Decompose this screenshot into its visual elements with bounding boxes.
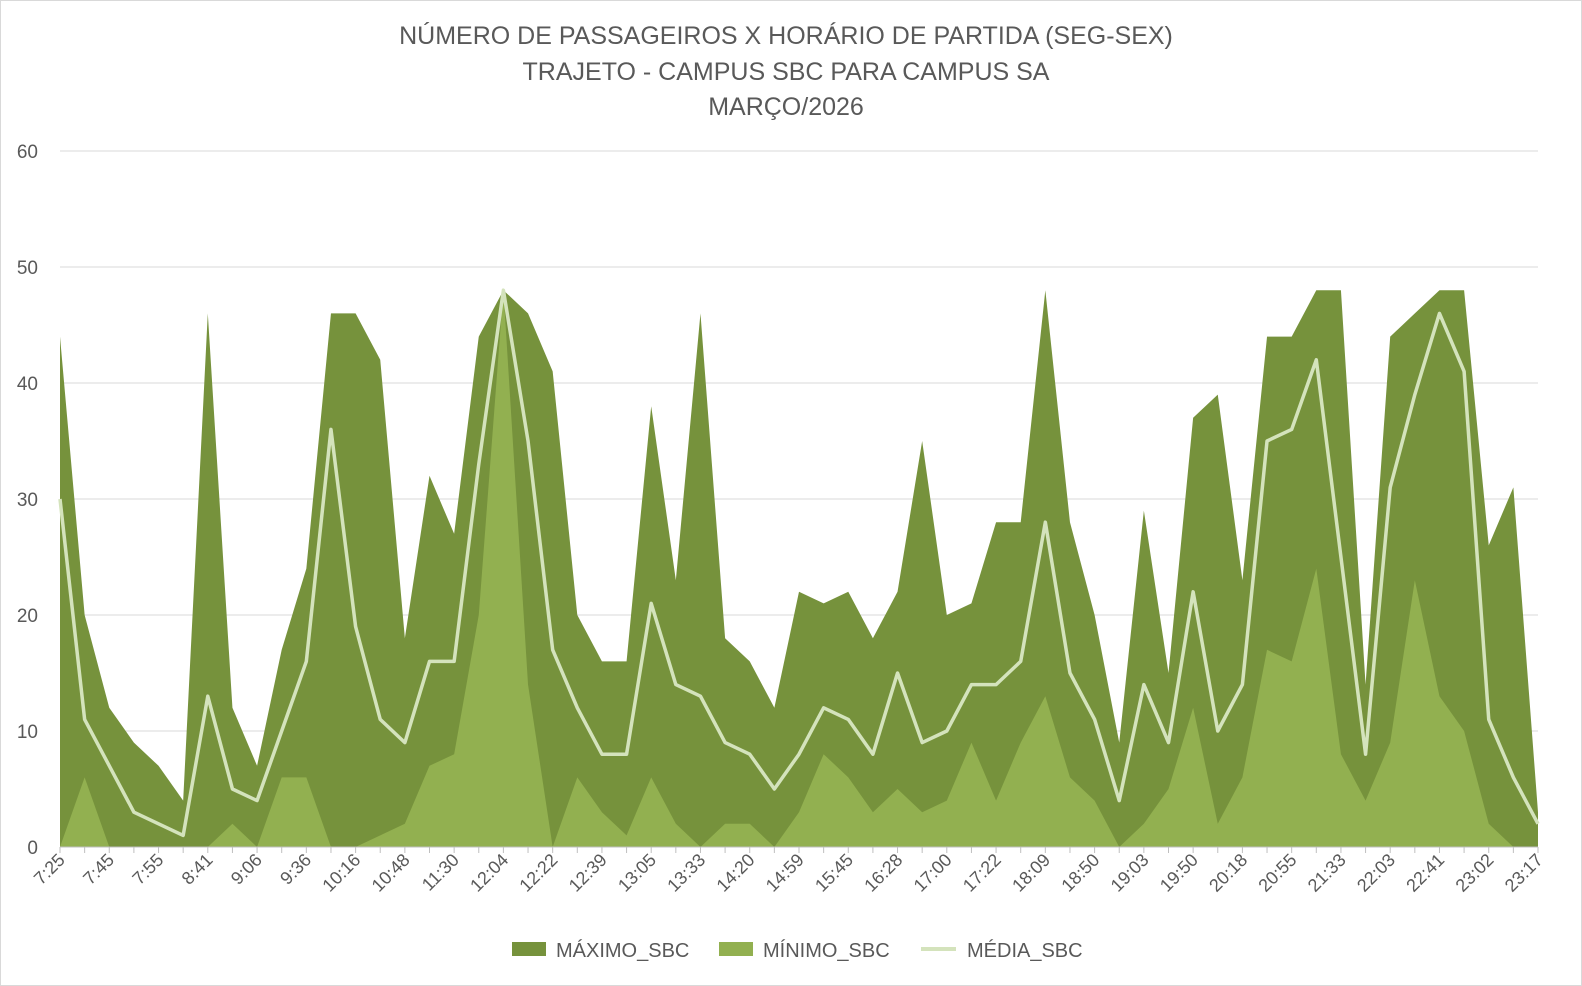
x-tick-label-28: 22:41 (1402, 850, 1448, 896)
x-tick-label-30: 23:17 (1501, 850, 1547, 896)
plot-series-lines (58, 288, 1540, 838)
x-tick-label-13: 13:33 (663, 850, 709, 896)
legend: MÁXIMO_SBC MÍNIMO_SBC MÉDIA_SBC (512, 939, 1083, 962)
legend-swatch-minimo (719, 942, 753, 956)
x-tick-label-3: 8:41 (178, 850, 217, 889)
x-tick-label-16: 15:45 (811, 850, 857, 896)
series-line-2 (58, 288, 1540, 838)
chart-title: NÚMERO DE PASSAGEIROS X HORÁRIO DE PARTI… (399, 21, 1173, 121)
x-tick-label-6: 10:16 (318, 850, 364, 896)
legend-label-media: MÉDIA_SBC (967, 939, 1083, 962)
y-tick-label-5: 50 (17, 258, 38, 279)
x-tick-label-27: 22:03 (1353, 850, 1399, 896)
x-tick-label-17: 16:28 (860, 850, 906, 896)
x-tick-label-22: 19:03 (1107, 850, 1153, 896)
x-tick-label-19: 17:22 (959, 850, 1005, 896)
x-tick-label-14: 14:20 (713, 850, 759, 896)
x-tick-label-9: 12:04 (466, 850, 512, 896)
x-axis-ticks: 7:25 7:45 7:55 8:41 9:06 9:36 10:16 10:48 11:30 1… (30, 846, 1547, 896)
series-area-0 (60, 290, 1538, 847)
x-tick-label-4: 9:06 (227, 850, 266, 889)
plot-series-areas (60, 290, 1538, 847)
x-tick-label-18: 17:00 (910, 850, 956, 896)
x-tick-label-15: 14:59 (762, 850, 808, 896)
x-tick-label-8: 11:30 (418, 850, 463, 895)
x-tick-label-24: 20:18 (1205, 850, 1251, 896)
x-tick-label-2: 7:55 (128, 850, 167, 889)
x-tick-label-25: 20:55 (1255, 850, 1301, 896)
chart-title-line-2: TRAJETO - CAMPUS SBC PARA CAMPUS SA (523, 58, 1050, 86)
legend-swatch-maximo (512, 942, 546, 956)
chart-title-line-1: NÚMERO DE PASSAGEIROS X HORÁRIO DE PARTI… (399, 21, 1173, 50)
x-tick-label-26: 21:33 (1304, 850, 1350, 896)
y-axis-ticks: 0 10 20 30 40 50 60 (17, 142, 38, 859)
x-tick-label-1: 7:45 (79, 850, 118, 889)
y-tick-label-2: 20 (17, 606, 38, 627)
x-tick-label-21: 18:50 (1057, 850, 1103, 896)
series-area-1 (60, 290, 1538, 847)
x-tick-label-11: 12:39 (565, 850, 611, 896)
x-tick-label-20: 18:09 (1008, 850, 1054, 896)
legend-label-maximo: MÁXIMO_SBC (556, 939, 689, 962)
y-tick-label-1: 10 (17, 722, 38, 743)
x-tick-label-7: 10:48 (368, 850, 414, 896)
x-tick-label-29: 23:02 (1452, 850, 1498, 896)
x-tick-label-10: 12:22 (516, 850, 562, 896)
y-tick-label-0: 0 (27, 838, 38, 859)
x-tick-label-5: 9:36 (276, 850, 315, 889)
x-tick-label-23: 19:50 (1156, 850, 1202, 896)
y-tick-label-6: 60 (17, 142, 38, 163)
y-tick-label-4: 40 (17, 374, 38, 395)
chart-title-line-3: MARÇO/2026 (708, 93, 864, 121)
x-tick-label-12: 13:05 (614, 850, 660, 896)
legend-label-minimo: MÍNIMO_SBC (763, 939, 890, 962)
y-tick-label-3: 30 (17, 490, 38, 511)
